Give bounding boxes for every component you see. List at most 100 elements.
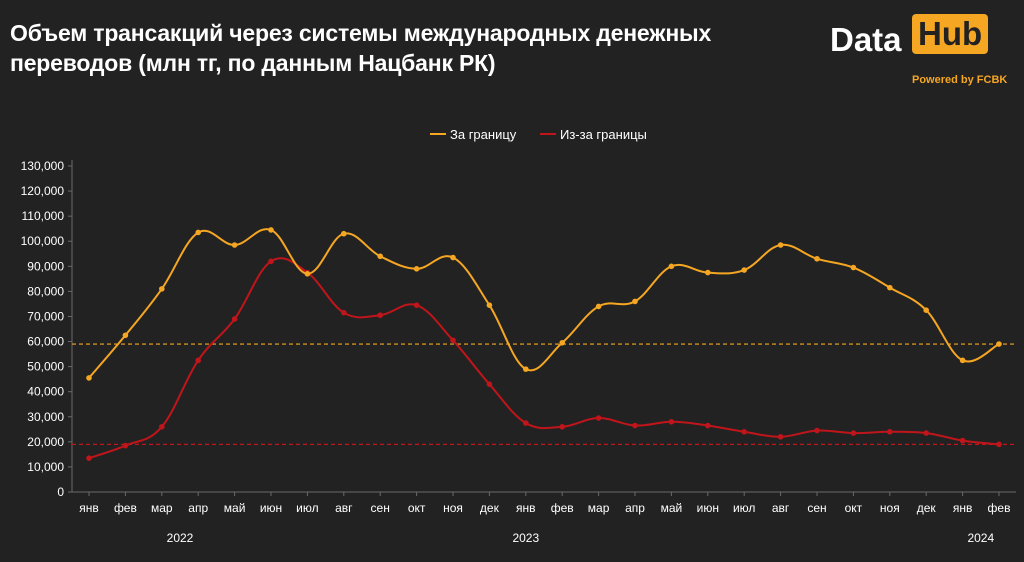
data-point-series-1 bbox=[632, 298, 638, 305]
data-point-series-1 bbox=[814, 255, 820, 262]
data-point-series-2 bbox=[887, 429, 893, 435]
year-label: 2023 bbox=[512, 531, 539, 545]
data-point-series-1 bbox=[887, 284, 893, 291]
x-tick-label: окт bbox=[845, 501, 863, 515]
y-tick-label: 0 bbox=[57, 485, 64, 499]
x-tick-label: сен bbox=[807, 501, 826, 515]
x-tick-label: янв bbox=[953, 501, 973, 515]
x-tick-label: мар bbox=[151, 501, 173, 515]
x-tick-label: июл bbox=[733, 501, 755, 515]
x-tick-label: май bbox=[224, 501, 246, 515]
x-tick-label: ноя bbox=[880, 501, 900, 515]
data-point-series-2 bbox=[377, 312, 384, 319]
x-tick-label: ноя bbox=[443, 501, 463, 515]
data-point-series-1 bbox=[450, 254, 456, 261]
year-label: 2022 bbox=[167, 531, 194, 545]
x-tick-label: сен bbox=[371, 501, 390, 515]
data-point-series-1 bbox=[268, 227, 274, 233]
data-point-series-1 bbox=[705, 269, 711, 276]
data-point-series-2 bbox=[231, 316, 238, 322]
data-point-series-1 bbox=[195, 229, 201, 236]
data-point-series-1 bbox=[996, 341, 1002, 347]
series-line-1 bbox=[88, 228, 1000, 379]
data-point-series-1 bbox=[923, 307, 929, 313]
data-point-series-2 bbox=[705, 422, 711, 429]
data-point-series-2 bbox=[595, 415, 602, 421]
data-point-series-2 bbox=[741, 429, 747, 435]
data-point-series-2 bbox=[559, 424, 565, 430]
y-tick-label: 100,000 bbox=[21, 234, 65, 248]
x-tick-label: мар bbox=[588, 501, 610, 515]
legend-label-2: Из-за границы bbox=[560, 127, 647, 142]
data-point-series-2 bbox=[486, 381, 493, 387]
logo-tagline: Powered by FCBK bbox=[912, 74, 1008, 86]
x-tick-label: май bbox=[661, 501, 683, 515]
data-point-series-1 bbox=[159, 286, 165, 292]
data-point-series-2 bbox=[122, 442, 129, 449]
logo-text-data: Data bbox=[830, 21, 902, 58]
x-tick-label: апр bbox=[625, 501, 645, 515]
x-tick-label: янв bbox=[79, 501, 99, 515]
x-tick-label: фев bbox=[551, 501, 574, 515]
y-tick-label: 60,000 bbox=[27, 335, 64, 349]
data-point-series-1 bbox=[959, 357, 966, 364]
y-tick-label: 120,000 bbox=[21, 184, 65, 198]
data-point-series-1 bbox=[486, 302, 493, 308]
x-tick-label: июл bbox=[296, 501, 318, 515]
y-tick-label: 20,000 bbox=[27, 435, 64, 449]
x-tick-label: янв bbox=[516, 501, 536, 515]
data-point-series-2 bbox=[268, 258, 274, 265]
x-tick-label: окт bbox=[408, 501, 426, 515]
x-tick-label: авг bbox=[335, 501, 353, 515]
data-point-series-1 bbox=[377, 253, 384, 260]
data-point-series-2 bbox=[850, 430, 857, 436]
data-point-series-1 bbox=[304, 271, 311, 277]
data-point-series-2 bbox=[523, 420, 529, 426]
y-tick-label: 80,000 bbox=[27, 284, 64, 298]
data-point-series-2 bbox=[341, 309, 347, 316]
x-tick-label: фев bbox=[988, 501, 1011, 515]
data-point-series-1 bbox=[595, 303, 602, 310]
data-point-series-1 bbox=[850, 264, 857, 271]
data-point-series-1 bbox=[523, 366, 529, 372]
x-tick-label: дек bbox=[917, 501, 937, 515]
x-tick-label: июн bbox=[260, 501, 282, 515]
data-point-series-2 bbox=[777, 434, 784, 440]
y-tick-label: 30,000 bbox=[27, 410, 64, 424]
y-tick-label: 50,000 bbox=[27, 360, 64, 374]
data-point-series-2 bbox=[195, 357, 201, 364]
year-label: 2024 bbox=[967, 531, 994, 545]
series-line-2 bbox=[88, 257, 1000, 460]
x-tick-label: авг bbox=[772, 501, 790, 515]
data-point-series-2 bbox=[814, 427, 820, 434]
data-point-series-2 bbox=[923, 430, 929, 436]
data-point-series-1 bbox=[86, 375, 92, 381]
x-tick-label: июн bbox=[697, 501, 719, 515]
y-tick-label: 110,000 bbox=[22, 209, 65, 223]
data-point-series-1 bbox=[559, 339, 565, 346]
y-tick-label: 130,000 bbox=[21, 159, 65, 173]
y-tick-label: 90,000 bbox=[27, 259, 64, 273]
x-tick-label: апр bbox=[188, 501, 208, 515]
data-point-series-1 bbox=[122, 332, 129, 339]
data-point-series-2 bbox=[86, 455, 92, 461]
chart-title: Объем трансакций через системы междунаро… bbox=[10, 20, 712, 76]
data-point-series-2 bbox=[413, 302, 420, 308]
data-point-series-2 bbox=[632, 422, 638, 429]
data-point-series-1 bbox=[777, 242, 784, 248]
logo-text-hub: Hub bbox=[912, 14, 989, 54]
data-point-series-1 bbox=[341, 230, 347, 237]
y-tick-label: 10,000 bbox=[27, 460, 64, 474]
data-point-series-2 bbox=[996, 441, 1002, 448]
data-point-series-1 bbox=[741, 267, 747, 273]
data-point-series-2 bbox=[450, 337, 456, 344]
x-tick-label: фев bbox=[114, 501, 137, 515]
legend-label-1: За границу bbox=[450, 127, 517, 142]
data-point-series-2 bbox=[668, 418, 675, 425]
data-point-series-2 bbox=[959, 437, 966, 444]
data-point-series-1 bbox=[413, 266, 420, 272]
data-point-series-1 bbox=[231, 242, 238, 248]
data-point-series-1 bbox=[668, 263, 675, 270]
y-tick-label: 40,000 bbox=[27, 385, 64, 399]
